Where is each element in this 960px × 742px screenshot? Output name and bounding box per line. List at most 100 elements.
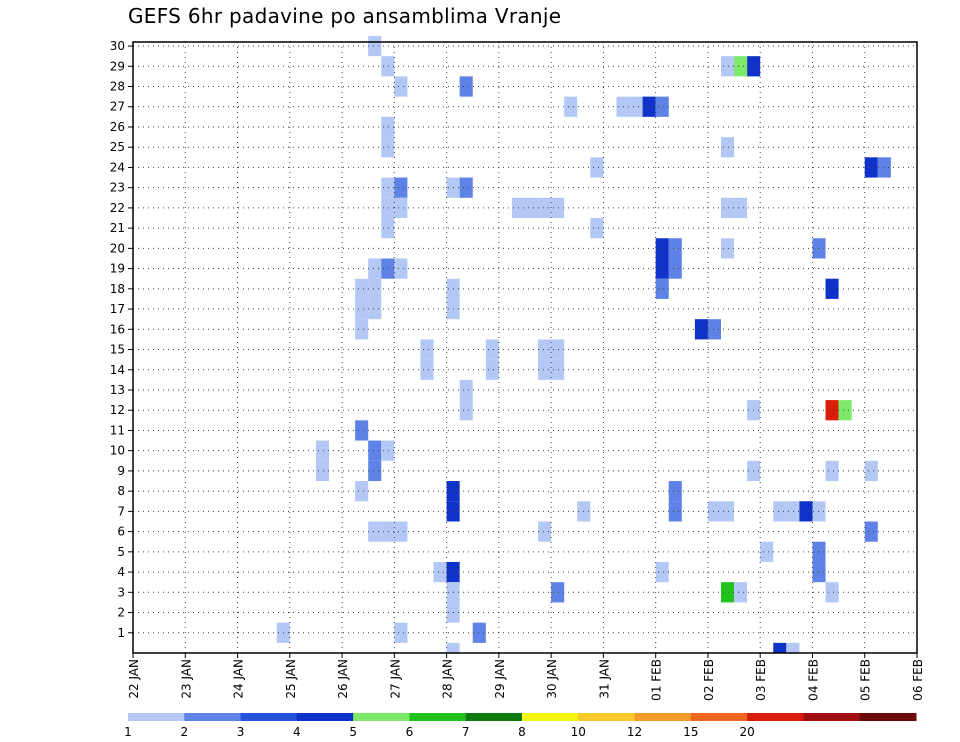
colorbar-label: 7: [462, 725, 470, 739]
x-tick-label: 22 JAN: [127, 659, 141, 699]
x-tick-label: 05 FEB: [859, 659, 873, 701]
heatmap-cell: [551, 197, 565, 219]
heatmap-cell: [721, 56, 735, 77]
heatmap-cell: [433, 561, 447, 583]
heatmap-cell: [655, 561, 669, 583]
x-tick-label: 29 JAN: [493, 659, 507, 699]
y-tick-label: 11: [110, 423, 125, 437]
heatmap-cell: [459, 76, 473, 97]
y-tick-label: 10: [110, 444, 125, 458]
heatmap-cell: [721, 582, 735, 603]
x-tick-label: 01 FEB: [650, 659, 664, 701]
heatmap-cell: [538, 521, 552, 542]
heatmap-cell: [825, 582, 839, 603]
heatmap-cell: [668, 258, 682, 279]
heatmap-cell: [381, 137, 395, 158]
x-tick-label: 06 FEB: [911, 659, 925, 701]
heatmap-cell: [721, 238, 735, 259]
colorbar-label: 6: [406, 725, 414, 739]
heatmap-cell: [355, 420, 369, 441]
heatmap-cell: [394, 177, 408, 198]
heatmap-cell: [825, 400, 839, 421]
chart-title: GEFS 6hr padavine po ansamblima Vranje: [128, 4, 562, 28]
colorbar-segment: [522, 713, 579, 721]
x-tick-label: 23 JAN: [179, 659, 193, 699]
heatmap-cell: [472, 622, 486, 643]
y-tick-label: 30: [110, 39, 125, 53]
heatmap-cell: [394, 622, 408, 643]
colorbar-segment: [747, 713, 804, 721]
heatmap-cell: [381, 116, 395, 138]
heatmap-cell: [459, 177, 473, 198]
heatmap-cell: [394, 197, 408, 219]
y-tick-label: 19: [110, 262, 125, 276]
heatmap-cell: [864, 460, 878, 482]
heatmap-cell: [786, 642, 800, 653]
heatmap-cell: [381, 177, 395, 198]
heatmap-cell: [355, 319, 369, 340]
colorbar-segment: [409, 713, 467, 721]
heatmap-cell: [655, 278, 669, 299]
heatmap-cell: [368, 35, 382, 57]
heatmap-cell: [355, 481, 369, 502]
heatmap-cell: [655, 96, 669, 117]
heatmap-cell: [825, 460, 839, 482]
y-tick-label: 25: [110, 140, 125, 154]
heatmap-cell: [655, 238, 669, 259]
y-tick-label: 6: [117, 525, 125, 539]
heatmap-cell: [381, 258, 395, 279]
heatmap-cell: [315, 460, 329, 482]
colorbar-label: 4: [293, 725, 301, 739]
colorbar-segment: [859, 713, 917, 721]
y-tick-label: 14: [110, 363, 125, 377]
heatmap-cell: [381, 197, 395, 219]
colorbar-label: 2: [180, 725, 188, 739]
plot-frame: [132, 41, 918, 654]
heatmap-cell: [381, 521, 395, 542]
y-tick-label: 5: [117, 545, 125, 559]
heatmap-cell: [668, 481, 682, 502]
colorbar-segment: [465, 713, 523, 721]
y-tick-label: 9: [117, 464, 125, 478]
x-tick-label: 02 FEB: [702, 659, 716, 701]
colorbar-segment: [690, 713, 748, 721]
heatmap-cell: [420, 359, 434, 380]
colorbar-segment: [578, 713, 636, 721]
heatmap-cell: [368, 258, 382, 279]
heatmap-cell: [668, 501, 682, 522]
heatmap-cell: [368, 298, 382, 320]
y-tick-label: 23: [110, 181, 125, 195]
heatmap-cell: [381, 218, 395, 239]
colorbar-segment: [634, 713, 692, 721]
heatmap-cell: [799, 501, 813, 522]
y-tick-label: 12: [110, 403, 125, 417]
y-tick-label: 27: [110, 100, 125, 114]
y-tick-label: 4: [117, 565, 125, 579]
colorbar-label: 20: [739, 725, 754, 739]
heatmap-cell: [368, 460, 382, 482]
heatmap-cell: [707, 501, 721, 522]
heatmap-cell: [864, 521, 878, 542]
heatmap-cell: [721, 501, 735, 522]
heatmap-cell: [381, 440, 395, 461]
y-tick-label: 2: [117, 606, 125, 620]
y-tick-label: 24: [110, 160, 125, 174]
colorbar-label: 15: [683, 725, 698, 739]
colorbar-label: 1: [124, 725, 132, 739]
heatmap-cell: [786, 501, 800, 522]
heatmap-cell: [551, 339, 565, 360]
heatmap-cell: [485, 359, 499, 380]
heatmap-cell: [694, 319, 708, 340]
heatmap-cell: [446, 642, 460, 653]
heatmap-cell: [538, 359, 552, 380]
heatmap-cell: [668, 238, 682, 259]
y-tick-label: 16: [110, 322, 125, 336]
heatmap-cell: [538, 197, 552, 219]
heatmap-cell: [773, 501, 787, 522]
heatmap-cell: [394, 76, 408, 97]
heatmap-cell: [734, 197, 748, 219]
colorbar-label: 10: [571, 725, 586, 739]
y-tick-label: 21: [110, 221, 125, 235]
heatmap-cell: [381, 56, 395, 77]
